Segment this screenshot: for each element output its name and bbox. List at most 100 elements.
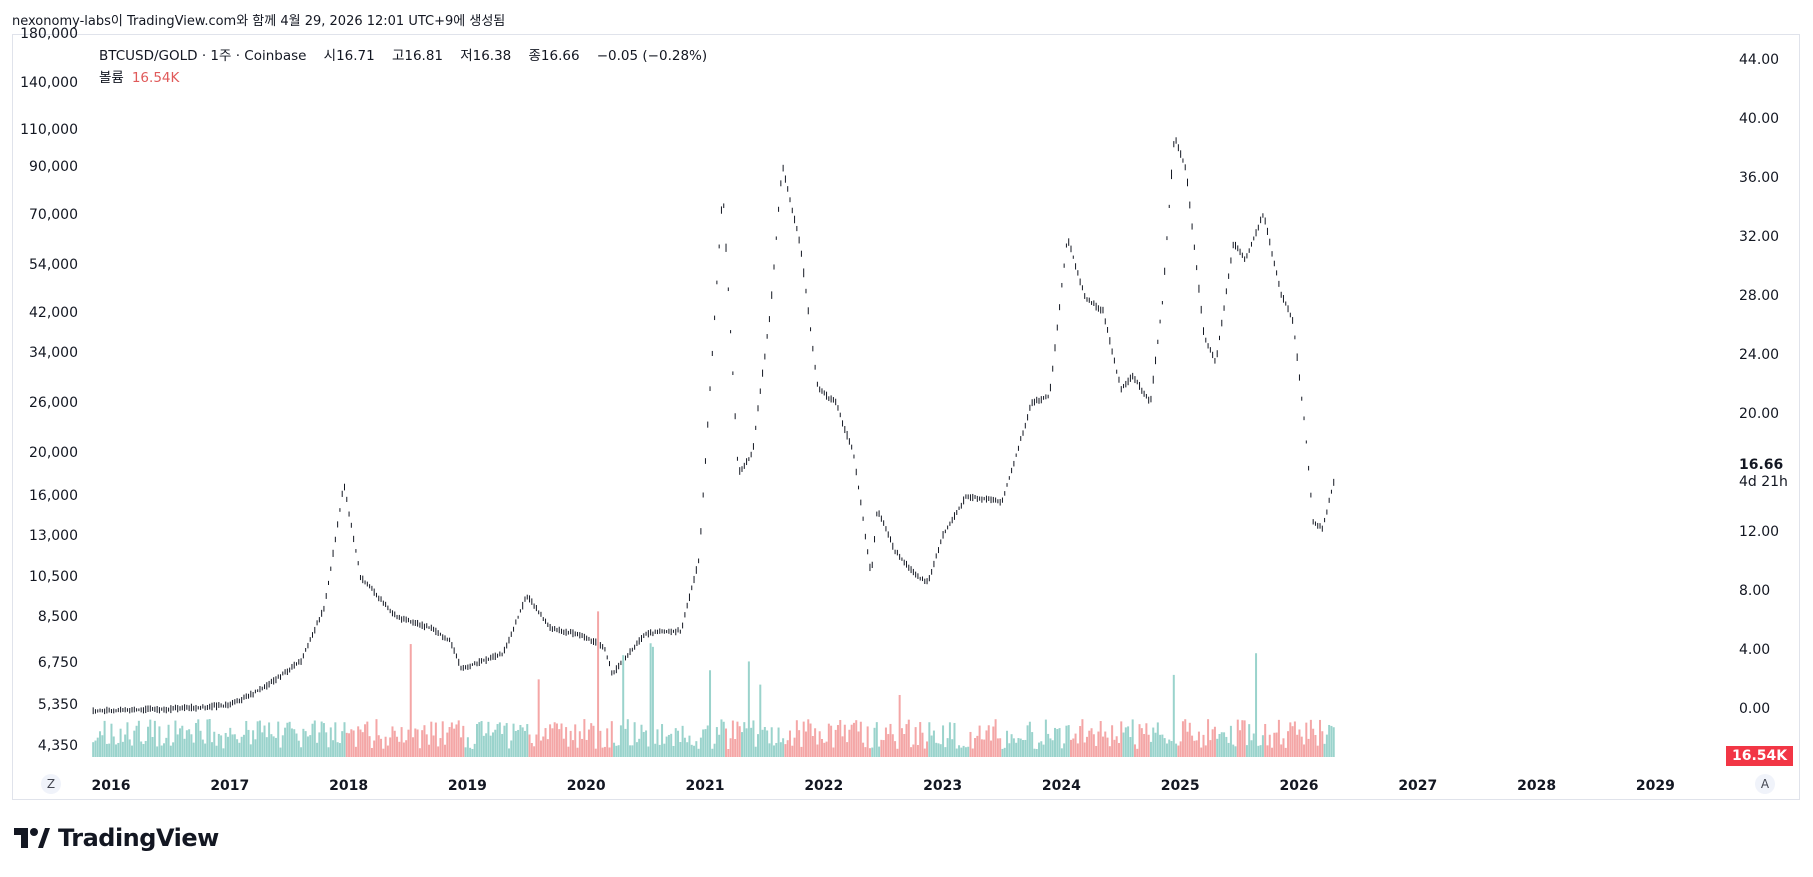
- volume-bar: [1031, 732, 1034, 757]
- low-value: 저16.38: [460, 48, 512, 64]
- volume-bar: [896, 748, 899, 757]
- volume-bar: [916, 745, 919, 757]
- volume-bar: [300, 747, 303, 757]
- volume-bar: [1056, 729, 1059, 757]
- volume-bar: [1289, 722, 1292, 757]
- volume-bar: [1220, 732, 1223, 757]
- volume-bar: [715, 727, 718, 757]
- volume-bar: [1054, 727, 1057, 757]
- volume-bar: [683, 737, 686, 757]
- log-scale-toggle[interactable]: Z: [41, 774, 61, 794]
- left-axis-tick: 54,000: [29, 257, 78, 273]
- volume-bar: [288, 721, 291, 757]
- volume-bar: [437, 746, 440, 757]
- volume-bar: [750, 727, 753, 757]
- volume-bar: [706, 725, 709, 757]
- volume-bar: [201, 739, 204, 757]
- volume-bar: [647, 746, 650, 757]
- volume-bar: [560, 723, 563, 757]
- volume-bar: [1284, 747, 1287, 757]
- volume-bar: [279, 747, 282, 757]
- volume-bar: [332, 740, 335, 757]
- volume-bar: [1067, 725, 1070, 757]
- volume-bar: [615, 745, 618, 757]
- volume-bar: [754, 746, 757, 757]
- volume-bar: [126, 722, 129, 757]
- volume-bar: [304, 731, 307, 757]
- x-axis-tick: 2029: [1636, 778, 1675, 794]
- volume-bar: [137, 720, 140, 757]
- x-axis-tick: 2021: [686, 778, 725, 794]
- volume-bar: [469, 747, 472, 757]
- volume-bar: [1019, 738, 1022, 757]
- volume-bar: [284, 727, 287, 757]
- volume-bar: [1207, 719, 1210, 757]
- volume-bar: [587, 729, 590, 757]
- volume-bar: [688, 735, 691, 757]
- volume-bar: [697, 748, 700, 757]
- volume-bar: [990, 740, 993, 757]
- auto-scale-toggle[interactable]: A: [1755, 774, 1775, 794]
- left-axis-tick: 26,000: [29, 395, 78, 411]
- volume-bar: [140, 741, 143, 757]
- volume-bar: [1193, 740, 1196, 757]
- volume-bar: [738, 726, 741, 757]
- volume-bar: [608, 747, 611, 757]
- volume-bar: [932, 730, 935, 757]
- volume-bar: [1303, 744, 1306, 757]
- volume-bar: [544, 728, 547, 757]
- volume-bar: [105, 743, 108, 757]
- volume-bar: [163, 743, 166, 757]
- volume-bar: [1147, 734, 1150, 757]
- volume-bar: [329, 727, 332, 757]
- volume-bar: [311, 723, 314, 757]
- volume-bar: [725, 728, 728, 757]
- volume-bar: [213, 731, 216, 757]
- volume-bar: [398, 741, 401, 757]
- volume-bar: [1186, 731, 1189, 757]
- volume-bar: [1195, 740, 1198, 757]
- volume-bar: [741, 732, 744, 757]
- volume-bar: [1325, 734, 1328, 757]
- volume-bar: [601, 747, 604, 757]
- volume-bar: [510, 740, 513, 757]
- volume-bar: [421, 730, 424, 757]
- volume-bar: [348, 733, 351, 757]
- volume-bar: [261, 732, 264, 757]
- volume-bar: [921, 732, 924, 757]
- volume-bar: [788, 730, 791, 757]
- volume-bar: [384, 736, 387, 757]
- left-axis-tick: 13,000: [29, 528, 78, 544]
- volume-bar: [802, 721, 805, 757]
- volume-bar: [974, 738, 977, 757]
- volume-bar: [569, 730, 572, 757]
- volume-bar: [935, 742, 938, 757]
- volume-bar: [1165, 743, 1168, 757]
- volume-bar: [969, 731, 972, 757]
- volume-legend-value: 16.54K: [131, 70, 180, 86]
- volume-bar: [955, 748, 958, 757]
- volume-bar: [265, 737, 268, 757]
- volume-bar: [1312, 728, 1315, 757]
- chart-frame[interactable]: [12, 34, 1800, 800]
- volume-bar: [135, 725, 138, 757]
- left-axis-tick: 42,000: [29, 305, 78, 321]
- volume-bar: [731, 720, 734, 757]
- volume-bar: [629, 745, 632, 757]
- volume-bar: [889, 723, 892, 757]
- x-axis-tick: 2020: [567, 778, 606, 794]
- volume-bar: [859, 721, 862, 757]
- volume-bar: [224, 732, 227, 757]
- volume-bar: [948, 722, 951, 757]
- volume-bar: [192, 742, 195, 757]
- symbol-label[interactable]: BTCUSD/GOLD · 1주 · Coinbase: [99, 48, 307, 64]
- volume-bar: [1076, 743, 1079, 757]
- volume-label[interactable]: 볼륨: [99, 70, 124, 86]
- tradingview-logo[interactable]: TradingView: [14, 824, 219, 852]
- volume-bar: [1280, 744, 1283, 757]
- volume-bar: [448, 727, 451, 757]
- volume-bar: [430, 721, 433, 757]
- volume-bar: [158, 726, 161, 757]
- volume-bar: [905, 724, 908, 757]
